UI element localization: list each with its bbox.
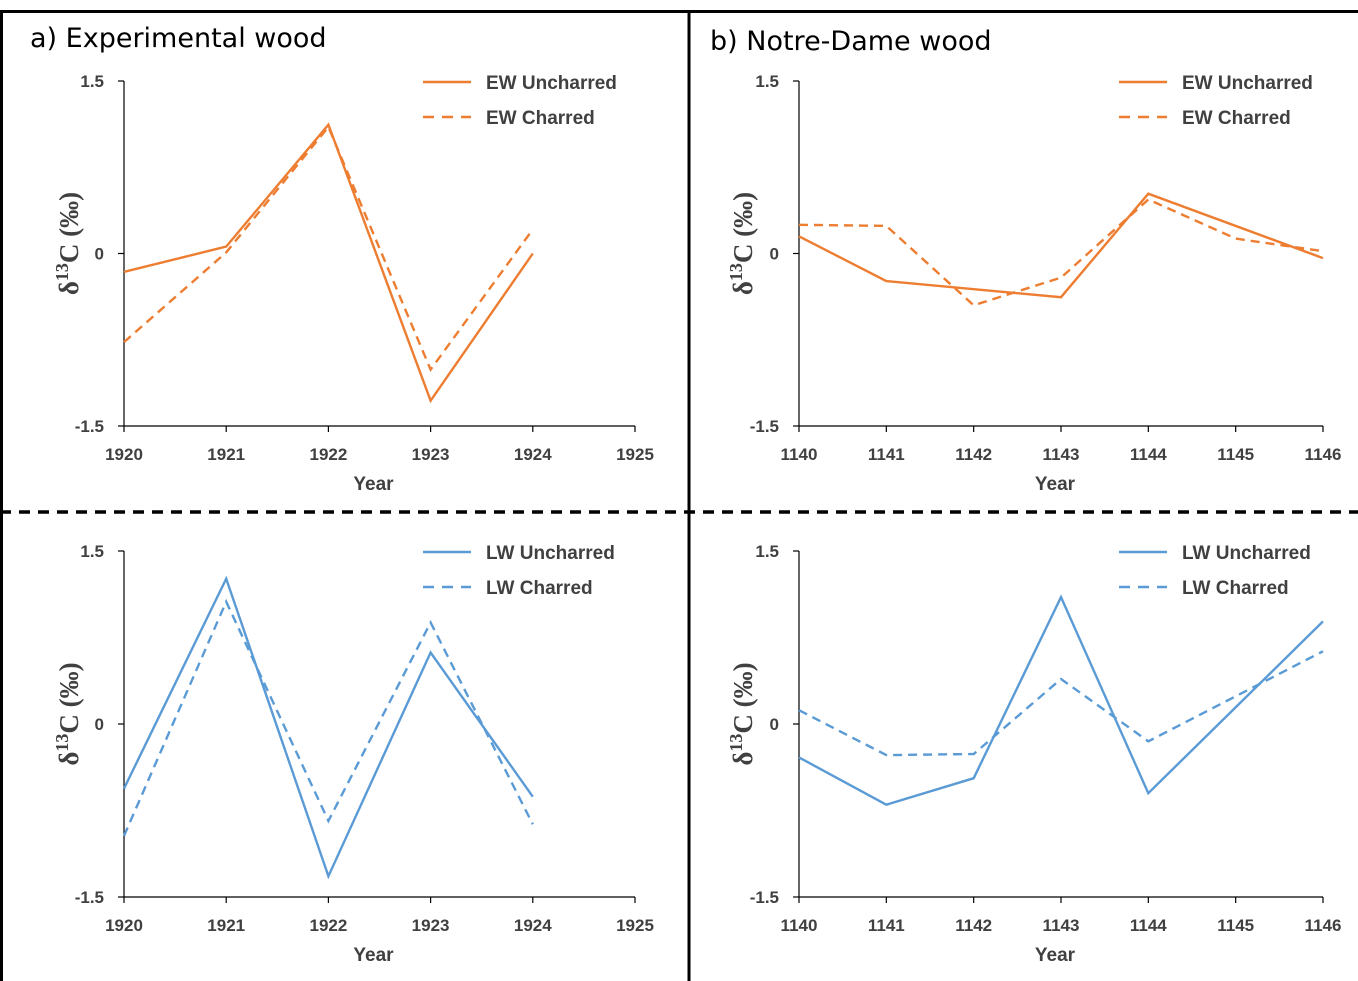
y-tick-label: 0 (770, 245, 779, 264)
legend-item: EW Charred (1119, 108, 1291, 129)
legend-label: EW Uncharred (1182, 73, 1313, 94)
x-tick-label: 1923 (412, 445, 450, 464)
x-tick-label: 1145 (1217, 916, 1254, 935)
x-tick-label: 1144 (1130, 445, 1167, 464)
y-tick-label: 0 (770, 715, 779, 734)
series-line-ew-charred (798, 198, 1324, 307)
x-tick-label: 1923 (412, 916, 450, 935)
legend-label: EW Uncharred (486, 73, 617, 94)
x-tick-label: 1921 (207, 916, 245, 935)
legend-label: LW Charred (486, 578, 593, 599)
chart-a-lw: -1.5 0 1.5 1920 1921 1922 1923 1924 1925 Year δ13C… (52, 542, 654, 966)
x-tick-label: 1143 (1043, 445, 1080, 464)
legend-label: EW Charred (486, 108, 595, 129)
x-tick-label: 1141 (868, 916, 905, 935)
legend-item: LW Charred (1119, 578, 1289, 599)
x-tick-label: 1141 (868, 445, 905, 464)
legend-label: LW Uncharred (1182, 543, 1311, 564)
y-axis-label: δ13C (‰) (52, 192, 84, 295)
x-tick-label: 1925 (616, 445, 654, 464)
y-tick-label: -1.5 (75, 417, 104, 436)
series-line-lw-uncharred (122, 575, 534, 880)
y-tick-label: 1.5 (80, 542, 104, 561)
y-axis-label: δ13C (‰) (726, 662, 758, 765)
y-tick-label: 0 (95, 245, 104, 264)
x-axis-label: Year (353, 474, 394, 495)
y-tick-label: 1.5 (755, 72, 779, 91)
x-axis-label: Year (1035, 945, 1076, 966)
legend-label: LW Charred (1182, 578, 1289, 599)
x-tick-label: 1920 (105, 445, 143, 464)
x-tick-label: 1144 (1130, 916, 1167, 935)
x-tick-label: 1920 (105, 916, 143, 935)
x-tick-label: 1921 (207, 445, 245, 464)
x-tick-label: 1924 (514, 445, 552, 464)
y-tick-label: -1.5 (750, 888, 779, 907)
legend-item: EW Uncharred (423, 73, 617, 94)
legend-item: LW Charred (423, 578, 593, 599)
series-line-ew-uncharred (123, 122, 534, 404)
chart-b-lw: -1.5 0 1.5 1140 1141 1142 1143 1144 1145 1146 Year… (726, 542, 1341, 966)
x-tick-label: 1925 (616, 916, 654, 935)
x-tick-label: 1140 (781, 916, 818, 935)
series-line-lw-charred (122, 598, 534, 837)
legend-item: LW Uncharred (423, 543, 615, 564)
x-tick-label: 1142 (955, 445, 992, 464)
x-tick-label: 1143 (1043, 916, 1080, 935)
legend-label: EW Charred (1182, 108, 1291, 129)
legend-item: EW Uncharred (1119, 73, 1313, 94)
x-tick-label: 1924 (514, 916, 552, 935)
x-tick-label: 1146 (1305, 916, 1342, 935)
x-axis-label: Year (1035, 474, 1076, 495)
chart-a-ew: a) Experimental wood -1.5 0 1.5 1920 1921 1922… (30, 23, 654, 495)
y-tick-label: 1.5 (80, 72, 104, 91)
x-tick-label: 1140 (781, 445, 818, 464)
series-line-lw-uncharred (798, 594, 1324, 806)
series-line-ew-charred (123, 124, 534, 373)
chart-b-ew: b) Notre-Dame wood -1.5 0 1.5 1140 1141 1142 11… (710, 26, 1341, 495)
x-tick-label: 1146 (1305, 445, 1342, 464)
x-tick-label: 1922 (309, 916, 347, 935)
legend-item: EW Charred (423, 108, 595, 129)
y-axis-label: δ13C (‰) (726, 192, 758, 295)
panel-title: b) Notre-Dame wood (710, 26, 992, 57)
x-tick-label: 1145 (1217, 445, 1254, 464)
x-tick-label: 1922 (309, 445, 347, 464)
y-tick-label: -1.5 (75, 888, 104, 907)
legend-label: LW Uncharred (486, 543, 615, 564)
y-tick-label: 1.5 (755, 542, 779, 561)
series-line-ew-uncharred (798, 192, 1324, 299)
y-tick-label: 0 (95, 715, 104, 734)
x-tick-label: 1142 (955, 916, 992, 935)
series-line-lw-charred (798, 650, 1324, 757)
panel-title: a) Experimental wood (30, 23, 327, 54)
y-axis-label: δ13C (‰) (52, 662, 84, 765)
legend-item: LW Uncharred (1119, 543, 1311, 564)
y-tick-label: -1.5 (750, 417, 779, 436)
x-axis-label: Year (353, 945, 394, 966)
